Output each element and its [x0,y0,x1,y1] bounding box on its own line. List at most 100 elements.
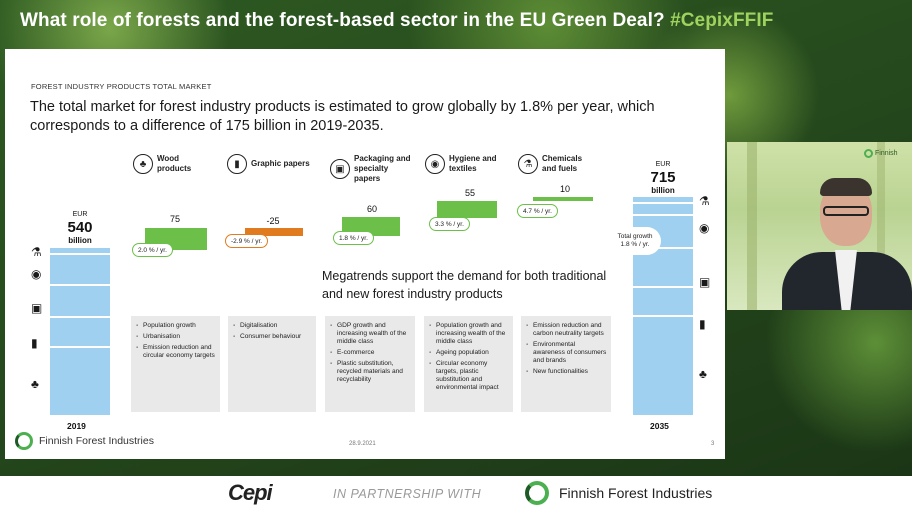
drivers-graphic: Digitalisation Consumer behaviour [228,316,316,412]
video-background-tree [747,142,757,310]
slide-page-number: 3 [711,441,715,447]
delta-value-hygiene: 55 [464,188,475,198]
delta-bar-hygiene [437,201,497,218]
cepi-logo: Cepi [228,480,273,505]
driver-item: E-commerce [330,349,411,357]
drivers-chemicals: Emission reduction and carbon neutrality… [521,316,611,412]
start-year: 2019 [67,421,86,431]
bar-divider [633,286,693,288]
video-logo-text: Finnish [875,150,898,157]
category-packaging: ▣ Packaging and specialty papers [330,154,414,184]
stream-title-text: What role of forests and the forest-base… [20,10,665,31]
bar-divider [50,346,110,348]
package-icon: ▣ [31,301,43,315]
speaker-video: Finnish [727,142,912,310]
driver-item: Urbanisation [136,333,216,341]
total-growth-label: Total growth [617,233,653,240]
end-year: 2035 [650,421,669,431]
ffi-bottom-logo: Finnish Forest Industries [525,481,712,505]
rate-pill-packaging: 1.8 % / yr. [333,231,374,245]
category-label: Hygiene and textiles [449,154,497,173]
papers-icon: ▮ [699,317,706,331]
speaker-glasses [823,206,869,216]
start-unit: billion [68,236,92,245]
driver-item: Population growth and increasing wealth … [429,322,509,346]
delta-value-packaging: 60 [366,204,377,214]
stream-title: What role of forests and the forest-base… [20,10,773,32]
partner-bar: Cepi IN PARTNERSHIP WITH Finnish Forest … [0,476,912,511]
bar-divider [50,253,110,255]
bar-divider [633,202,693,204]
rate-pill-hygiene: 3.3 % / yr. [429,217,470,231]
delta-bar-graphic [245,228,303,236]
start-currency: EUR [72,211,88,218]
toilet-roll-icon: ◉ [699,221,710,235]
slide-kicker: FOREST INDUSTRY PRODUCTS TOTAL MARKET [31,82,212,91]
slide-date: 28.9.2021 [349,441,376,447]
ffi-logo-icon [864,149,873,158]
end-unit: billion [651,186,675,195]
category-chemicals: ⚗ Chemicals and fuels [518,154,586,174]
driver-item: Environmental awareness of consumers and… [526,341,607,365]
category-label: Graphic papers [251,159,310,168]
delta-value-graphic: -25 [266,216,280,226]
flask-icon: ⚗ [699,194,710,208]
delta-value-wood: 75 [169,214,180,224]
slide-headline: The total market for forest industry pro… [30,99,655,134]
driver-item: Plastic substitution, recycled materials… [330,360,411,384]
slide-footer-org: Finnish Forest Industries [39,435,154,447]
megatrends-text: Megatrends support the demand for both t… [322,269,607,301]
end-market-label: EUR 715 billion [635,159,691,196]
driver-item: New functionalities [526,368,607,376]
start-market-label: EUR 540 billion [55,209,105,246]
flask-icon: ⚗ [518,154,538,174]
stream-hashtag: #CepixFFIF [664,10,774,31]
papers-icon: ▮ [31,336,38,350]
toilet-roll-icon: ◉ [425,154,445,174]
speaker-shirt [835,250,857,310]
category-label: Packaging and specialty papers [354,154,411,183]
video-logo: Finnish [864,149,898,158]
driver-item: Consumer behaviour [233,333,312,341]
bar-divider [50,316,110,318]
category-graphic-papers: ▮ Graphic papers [227,154,321,174]
bar-2035 [633,197,693,415]
tree-icon: ♣ [133,154,153,174]
driver-item: Emission reduction and circular economy … [136,344,216,360]
category-wood-products: ♣ Wood products [133,154,197,174]
ffi-logo-icon [15,432,33,450]
driver-item: Ageing population [429,349,509,357]
total-growth-rate: 1.8 % / yr. [620,241,650,248]
toilet-roll-icon: ◉ [31,267,42,281]
driver-item: GDP growth and increasing wealth of the … [330,322,411,346]
bar-divider [633,315,693,317]
category-label: Chemicals and fuels [542,154,583,173]
slide-footer-logo: Finnish Forest Industries [15,432,154,450]
bar-divider [633,214,693,216]
rate-pill-wood: 2.0 % / yr. [132,243,173,257]
package-icon: ▣ [699,275,711,289]
drivers-hygiene: Population growth and increasing wealth … [424,316,513,412]
flask-icon: ⚗ [31,245,42,259]
ffi-bottom-text: Finnish Forest Industries [559,485,713,501]
ffi-logo-icon [525,481,549,505]
total-growth-pill: Total growth 1.8 % / yr. [609,227,661,255]
drivers-packaging: GDP growth and increasing wealth of the … [325,316,415,412]
partnership-text: IN PARTNERSHIP WITH [333,487,482,501]
rate-pill-chemicals: 4.7 % / yr. [517,204,558,218]
presentation-slide: FOREST INDUSTRY PRODUCTS TOTAL MARKET Th… [5,49,725,459]
category-hygiene: ◉ Hygiene and textiles [425,154,497,174]
video-background-tree [877,142,885,310]
end-currency: EUR [655,161,671,168]
bar-divider [633,247,693,249]
drivers-wood: Population growth Urbanisation Emission … [131,316,220,412]
rate-pill-graphic: -2.9 % / yr. [225,234,269,248]
tree-icon: ♣ [31,377,39,391]
driver-item: Digitalisation [233,322,312,330]
speaker-hair [820,178,872,196]
driver-item: Population growth [136,322,216,330]
driver-item: Circular economy targets, plastic substi… [429,360,509,392]
end-value: 715 [650,169,676,186]
driver-item: Emission reduction and carbon neutrality… [526,322,607,338]
package-icon: ▣ [330,159,350,179]
